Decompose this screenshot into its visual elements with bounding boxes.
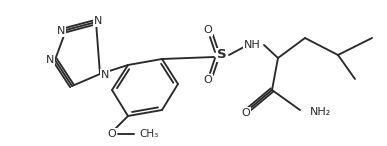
- Text: NH₂: NH₂: [310, 107, 331, 117]
- Text: O: O: [204, 25, 212, 35]
- Text: S: S: [217, 48, 227, 61]
- Text: N: N: [101, 70, 109, 80]
- Text: O: O: [108, 129, 116, 139]
- Text: NH: NH: [244, 40, 260, 50]
- Text: N: N: [46, 55, 54, 65]
- Text: O: O: [204, 75, 212, 85]
- Text: CH₃: CH₃: [139, 129, 158, 139]
- Text: N: N: [57, 26, 65, 36]
- Text: N: N: [94, 16, 102, 26]
- Text: O: O: [241, 108, 250, 118]
